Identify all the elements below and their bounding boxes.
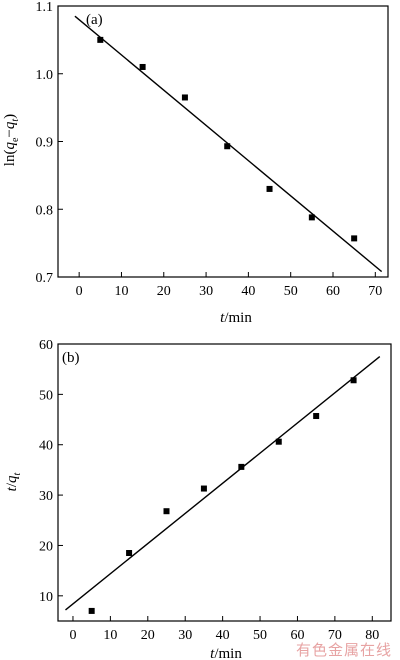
data-point <box>88 607 95 614</box>
x-tick-label-a: 0 <box>76 284 83 299</box>
panel-a-label: (a) <box>86 12 103 28</box>
x-tick-label-b: 10 <box>103 628 117 643</box>
x-axis-title-a: t/min <box>220 310 252 326</box>
fit-line-b <box>65 356 381 611</box>
x-axis-title-b: t/min <box>210 646 242 660</box>
data-point <box>163 508 170 515</box>
data-point <box>181 94 188 101</box>
x-tick-label-a: 50 <box>284 284 298 299</box>
data-point <box>351 235 358 242</box>
y-tick-label-b: 10 <box>39 590 53 605</box>
watermark: 有色金属在线 <box>296 641 392 659</box>
x-tick-label-a: 10 <box>114 284 128 299</box>
data-point <box>275 438 282 445</box>
x-tick-label-a: 70 <box>368 284 382 299</box>
data-point <box>350 377 357 384</box>
y-tick-label-b: 30 <box>39 489 53 504</box>
y-tick-label-a: 1.1 <box>36 0 54 15</box>
y-tick-label-b: 60 <box>39 338 53 353</box>
panel-b-label: (b) <box>62 350 80 366</box>
panel-a: (a) 0 10 20 30 40 50 60 70 0.7 0.8 0.9 1.0 1.1 t/min… <box>2 0 389 326</box>
x-tick-label-a: 40 <box>241 284 255 299</box>
x-tick-label-b: 40 <box>216 628 230 643</box>
y-tick-label-a: 1.0 <box>36 68 54 83</box>
data-point <box>126 550 133 557</box>
data-point <box>139 63 146 70</box>
x-tick-label-a: 60 <box>326 284 340 299</box>
x-tick-label-b: 20 <box>141 628 155 643</box>
x-tick-label-b: 70 <box>328 628 342 643</box>
y-tick-label-a: 0.7 <box>36 271 54 286</box>
data-point <box>200 485 207 492</box>
data-point <box>238 463 245 470</box>
points-b <box>88 377 357 614</box>
fit-line <box>65 356 381 611</box>
data-point <box>266 185 273 192</box>
y-axis-title-b: t/qt <box>4 472 23 491</box>
ticks-b: 0 10 20 30 40 50 60 70 80 10 20 30 40 50 60 <box>39 338 379 643</box>
y-tick-label-b: 50 <box>39 388 53 403</box>
y-tick-label-b: 40 <box>39 439 53 454</box>
data-point <box>97 36 104 43</box>
data-point <box>313 413 320 420</box>
x-tick-label-b: 60 <box>290 628 304 643</box>
y-tick-label-a: 0.8 <box>36 203 54 218</box>
points-a <box>97 36 358 242</box>
data-point <box>308 214 315 221</box>
x-tick-label-b: 0 <box>69 628 76 643</box>
x-tick-label-b: 50 <box>253 628 267 643</box>
ticks-a: 0 10 20 30 40 50 60 70 0.7 0.8 0.9 1.0 1.1 <box>36 0 383 299</box>
x-tick-label-b: 80 <box>365 628 379 643</box>
x-tick-label-a: 20 <box>157 284 171 299</box>
x-tick-label-a: 30 <box>199 284 213 299</box>
y-tick-label-a: 0.9 <box>36 136 54 151</box>
y-tick-label-b: 20 <box>39 539 53 554</box>
plot-frame-b <box>57 343 392 622</box>
y-axis-title-a: ln(qe−qt) <box>2 114 21 166</box>
x-tick-label-b: 30 <box>178 628 192 643</box>
data-point <box>224 143 231 150</box>
